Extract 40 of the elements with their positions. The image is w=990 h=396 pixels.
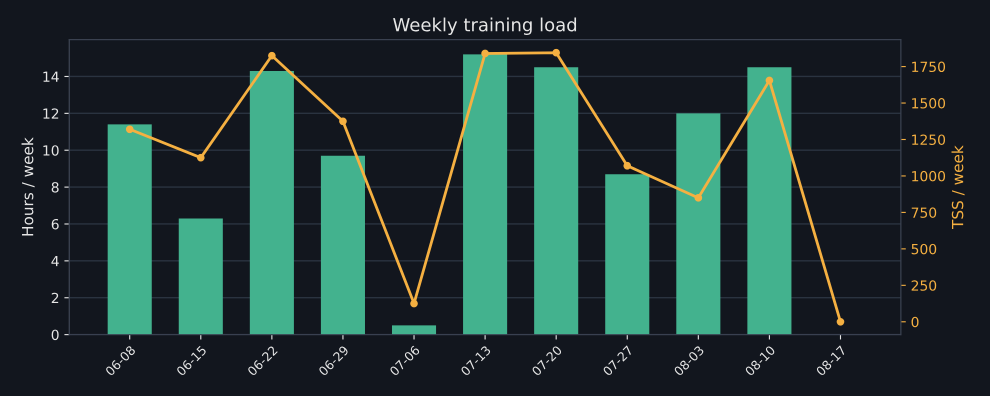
y2-tick-label: 0 (912, 316, 919, 328)
y-axis-title: Hours / week (22, 137, 35, 236)
point (481, 50, 489, 58)
y-tick-label: 12 (43, 108, 58, 119)
point (766, 76, 774, 84)
y-tick-label: 8 (52, 182, 59, 193)
y-tick-label: 4 (51, 256, 59, 266)
point (410, 300, 418, 308)
y-tick-label: 0 (52, 330, 59, 340)
point (836, 318, 844, 326)
bar (108, 124, 152, 335)
bar (392, 325, 436, 335)
bar (534, 67, 578, 335)
y-tick-label: 6 (52, 218, 59, 230)
y2-tick-label: 1750 (912, 62, 946, 72)
y-tick-label: 10 (43, 145, 59, 156)
chart-title: Weekly training load (393, 18, 576, 36)
bar (320, 156, 365, 335)
point (694, 194, 702, 202)
y2-tick-label: 1250 (912, 134, 946, 145)
bar (605, 174, 650, 335)
y2-tick-label: 250 (912, 280, 936, 291)
point (339, 117, 347, 126)
bar (178, 218, 223, 335)
point (196, 154, 205, 162)
point (552, 48, 560, 57)
y2-tick-label: 1000 (912, 170, 946, 182)
point (268, 52, 276, 60)
bar (250, 70, 294, 335)
y2-tick-label: 750 (912, 207, 936, 218)
y-tick-label: 14 (43, 72, 59, 82)
y-tick-label: 2 (52, 292, 58, 304)
bar (463, 54, 508, 335)
y2-tick-label: 500 (912, 244, 936, 254)
point (623, 162, 632, 170)
bar (747, 67, 792, 335)
y2-axis-title: TSS / week (952, 145, 965, 230)
bar (676, 113, 720, 335)
point (126, 125, 134, 134)
y2-tick-label: 1500 (912, 98, 946, 109)
